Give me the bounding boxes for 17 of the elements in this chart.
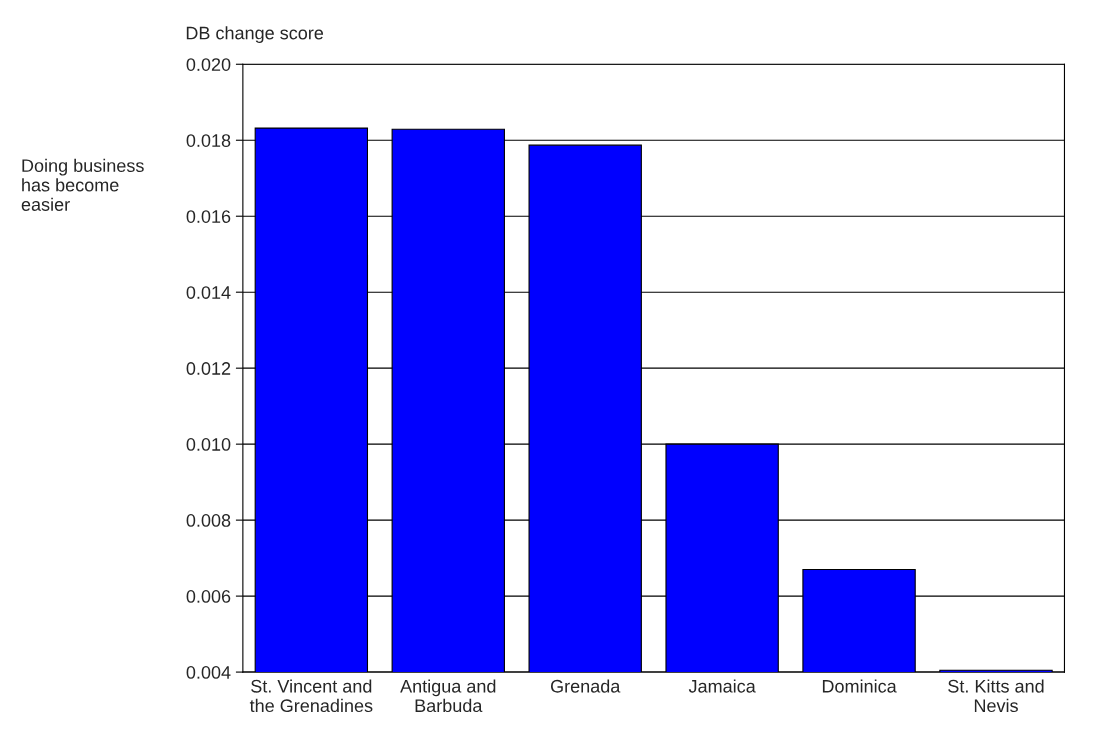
y-tick-label: 0.010 [186,438,231,451]
x-tick-label: Antigua and Barbuda [400,679,496,713]
y-tick-label: 0.004 [186,666,231,679]
x-tick-label: St. Kitts and Nevis [948,679,1044,713]
y-tick-label: 0.014 [186,286,231,299]
x-tick-label: St. Vincent and the Grenadines [249,679,373,713]
y-tick-label: 0.008 [186,514,231,527]
y-tick-label: 0.006 [186,590,231,603]
y-tick-label: 0.018 [186,134,231,147]
y-tick-label: 0.012 [186,362,231,375]
x-tick-label: Jamaica [688,679,756,693]
y-axis-title: Doing business has become easier [21,158,144,211]
x-tick-label: Grenada [550,679,621,693]
x-tick-label: Dominica [822,679,897,693]
chart-title: DB change score [186,26,324,43]
y-tick-label: 0.020 [186,58,231,71]
y-tick-label: 0.016 [186,210,231,223]
